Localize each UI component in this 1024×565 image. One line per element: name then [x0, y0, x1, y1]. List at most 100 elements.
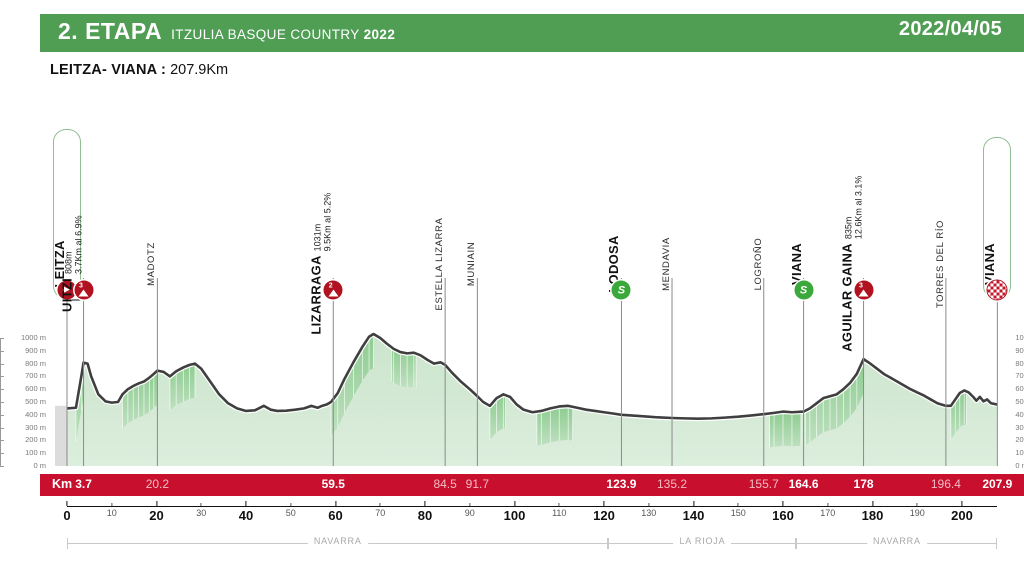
poi-label-group: VIANA — [789, 243, 804, 285]
poi-label-group: MADOTZ — [146, 242, 157, 286]
km-tick-155.7: 155.7 — [748, 477, 779, 491]
km-tick-59.5: 59.5 — [321, 477, 345, 491]
route-endpoints: LEITZA- VIANA : — [50, 62, 167, 78]
poi-label-group: LIZARRAGA 1031m 9.5Km al 5.2% — [309, 193, 334, 335]
poi-endcap — [983, 137, 1012, 299]
elevation-axis-spine — [0, 338, 1, 466]
elevation-tick-mark — [0, 440, 4, 442]
stage-number: 2. ETAPA — [58, 18, 163, 44]
elevation-tick-300: 300 m — [25, 422, 46, 432]
elevation-tick-500: 500 m — [25, 397, 46, 406]
region-name: LA RIOJA — [673, 536, 732, 546]
poi-name: AGUILAR GAINA — [838, 243, 854, 353]
poi-name: LOGROÑO — [752, 237, 764, 291]
elevation-tick-300: 300 m — [1015, 422, 1024, 432]
poi-gradient: 9.5Km al 5.2% — [322, 193, 333, 252]
elevation-tick-600: 600 m — [1015, 384, 1024, 394]
race-name: ITZULIA BASQUE COUNTRY 2022 — [171, 27, 395, 42]
km-tick-207.9: 207.9 — [982, 477, 1013, 491]
elevation-tick-800: 800 m — [1015, 358, 1024, 368]
elevation-tick-1000: 1000 m — [1015, 333, 1024, 342]
elevation-tick-200: 200 m — [25, 435, 46, 445]
poi-label-group: ESTELLA LIZARRA — [434, 218, 445, 311]
sprint-s-icon[interactable]: S — [794, 280, 814, 300]
route-distance: 207.9Km — [170, 62, 229, 78]
elevation-tick-100: 100 m — [1015, 448, 1024, 458]
poi-marker-layer: LEITZA ► UITZI 808m 3.7Km al 6.9% 3 MADOTZ LIZA… — [52, 129, 1012, 352]
poi-gradient: 3.7Km al 6.9% — [73, 215, 84, 275]
elevation-tick-900: 900 m — [1015, 345, 1024, 355]
elevation-tick-800: 800 m — [25, 358, 46, 368]
elevation-tick-0: 0 m — [33, 461, 46, 470]
route-summary: LEITZA- VIANA : 207.9Km — [50, 62, 228, 78]
poi-label-group: MUNIAIN — [466, 242, 477, 286]
header-bar — [40, 14, 1024, 52]
mountain-icon[interactable]: 3 — [854, 280, 874, 300]
km-tick-3.7: 3.7 — [75, 477, 92, 491]
poi-name: MENDAVIA — [661, 237, 673, 291]
x-axis-line — [67, 506, 998, 508]
km-tick-20.2: 20.2 — [145, 477, 170, 491]
sprint-s-icon[interactable]: S — [611, 280, 631, 300]
elevation-tick-600: 600 m — [25, 384, 46, 394]
play-icon[interactable]: ► — [57, 280, 77, 300]
region-navarra: NAVARRA — [796, 536, 998, 550]
poi-endcap — [53, 129, 81, 299]
poi-climb-details: 808m 3.7Km al 6.9% — [63, 216, 84, 275]
mountain-icon[interactable]: 3 — [74, 280, 94, 300]
poi-name: MUNIAIN — [466, 241, 478, 287]
poi-name: ESTELLA LIZARRA — [434, 217, 446, 311]
km-distance-bar: Km 3.7 20.2 59.5 84.5 91.7 123.9 135.2 155.7 164… — [40, 474, 1024, 496]
km-tick-84.5: 84.5 — [433, 477, 457, 491]
region-name: NAVARRA — [866, 536, 927, 546]
poi-name: TORRES DEL RÍO — [934, 219, 946, 309]
elevation-tick-900: 900 m — [25, 345, 46, 355]
region-navarra: NAVARRA — [67, 536, 609, 550]
elevation-tick-1000: 1000 m — [20, 333, 46, 342]
elevation-tick-400: 400 m — [1015, 409, 1024, 419]
poi-name: MADOTZ — [146, 242, 158, 286]
poi-altitude: 1031m — [312, 224, 323, 252]
elevation-tick-500: 500 m — [1015, 397, 1024, 406]
km-tick-196.4: 196.4 — [930, 477, 961, 491]
elevation-tick-mark — [0, 427, 4, 429]
elevation-tick-mark — [0, 466, 4, 467]
poi-name: UITZI — [58, 278, 74, 313]
elevation-tick-mark — [0, 376, 4, 378]
km-tick-123.9: 123.9 — [606, 477, 637, 491]
elevation-tick-700: 700 m — [1015, 371, 1024, 381]
poi-label-group: AGUILAR GAINA 835m 12.6Km al 3.1% — [839, 176, 864, 352]
elevation-tick-400: 400 m — [25, 409, 46, 419]
poi-gradient: 12.6Km al 3.1% — [853, 175, 864, 240]
km-bar-label: Km — [52, 477, 73, 491]
km-tick-164.6: 164.6 — [788, 477, 819, 491]
elevation-tick-100: 100 m — [25, 448, 46, 458]
poi-climb-details: 835m 12.6Km al 3.1% — [843, 176, 864, 240]
poi-altitude: 835m — [842, 216, 853, 240]
mountain-icon[interactable]: 2 — [323, 280, 343, 300]
elevation-tick-mark — [0, 389, 4, 391]
checkered-flag-icon[interactable] — [986, 279, 1008, 301]
elevation-tick-mark — [0, 414, 4, 416]
poi-label-group: TORRES DEL RÍO — [935, 220, 946, 308]
x-axis-ticks: 0 20 40 60 80 100 120 140 160 180 200 10 30 50 70 90 110… — [0, 501, 1024, 530]
region-la-rioja: LA RIOJA — [608, 536, 797, 550]
km-tick-135.2: 135.2 — [657, 477, 688, 491]
km-tick-91.7: 91.7 — [465, 477, 490, 491]
elevation-tick-mark — [0, 363, 4, 365]
elevation-tick-mark — [0, 350, 4, 352]
poi-label-group: MENDAVIA — [661, 237, 672, 291]
stage-date: 2022/04/05 — [898, 18, 1002, 40]
poi-climb-details: 1031m 9.5Km al 5.2% — [313, 193, 334, 252]
elevation-tick-mark — [0, 402, 4, 403]
elevation-tick-mark — [0, 338, 4, 339]
poi-label-group: LOGROÑO — [753, 238, 764, 291]
elevation-tick-200: 200 m — [1015, 435, 1024, 445]
elevation-tick-700: 700 m — [25, 371, 46, 381]
elevation-tick-0: 0 m — [1015, 461, 1024, 470]
poi-altitude: 808m — [62, 251, 73, 275]
poi-name: LIZARRAGA — [308, 255, 324, 335]
header-title-group: 2. ETAPA ITZULIA BASQUE COUNTRY 2022 — [58, 18, 395, 48]
elevation-tick-mark — [0, 453, 4, 455]
